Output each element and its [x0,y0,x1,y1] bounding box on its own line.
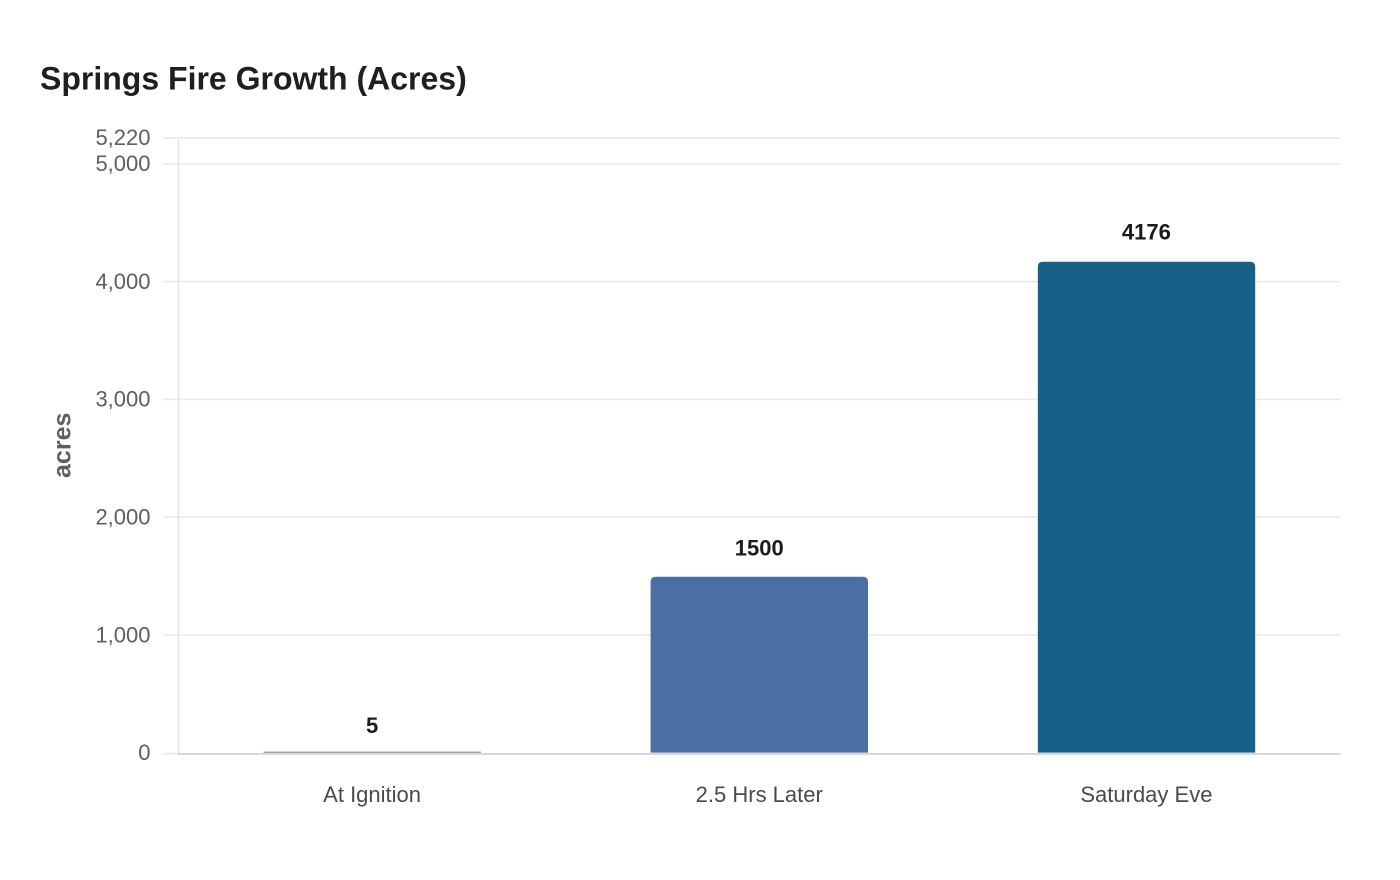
svg-text:5,000: 5,000 [95,151,150,176]
svg-text:3,000: 3,000 [95,387,150,412]
svg-text:4176: 4176 [1122,219,1171,244]
svg-text:5,220: 5,220 [95,125,150,150]
svg-text:5: 5 [366,713,378,738]
svg-text:1,000: 1,000 [95,622,150,647]
svg-text:2.5 Hrs Later: 2.5 Hrs Later [696,782,823,807]
svg-text:Springs Fire Growth (Acres): Springs Fire Growth (Acres) [40,61,467,97]
svg-text:acres: acres [49,413,77,478]
svg-text:1500: 1500 [735,536,784,561]
svg-text:0: 0 [138,740,150,765]
svg-text:Saturday Eve: Saturday Eve [1080,782,1212,807]
svg-text:2,000: 2,000 [95,505,150,530]
svg-text:4,000: 4,000 [95,269,150,294]
svg-text:At Ignition: At Ignition [323,782,421,807]
